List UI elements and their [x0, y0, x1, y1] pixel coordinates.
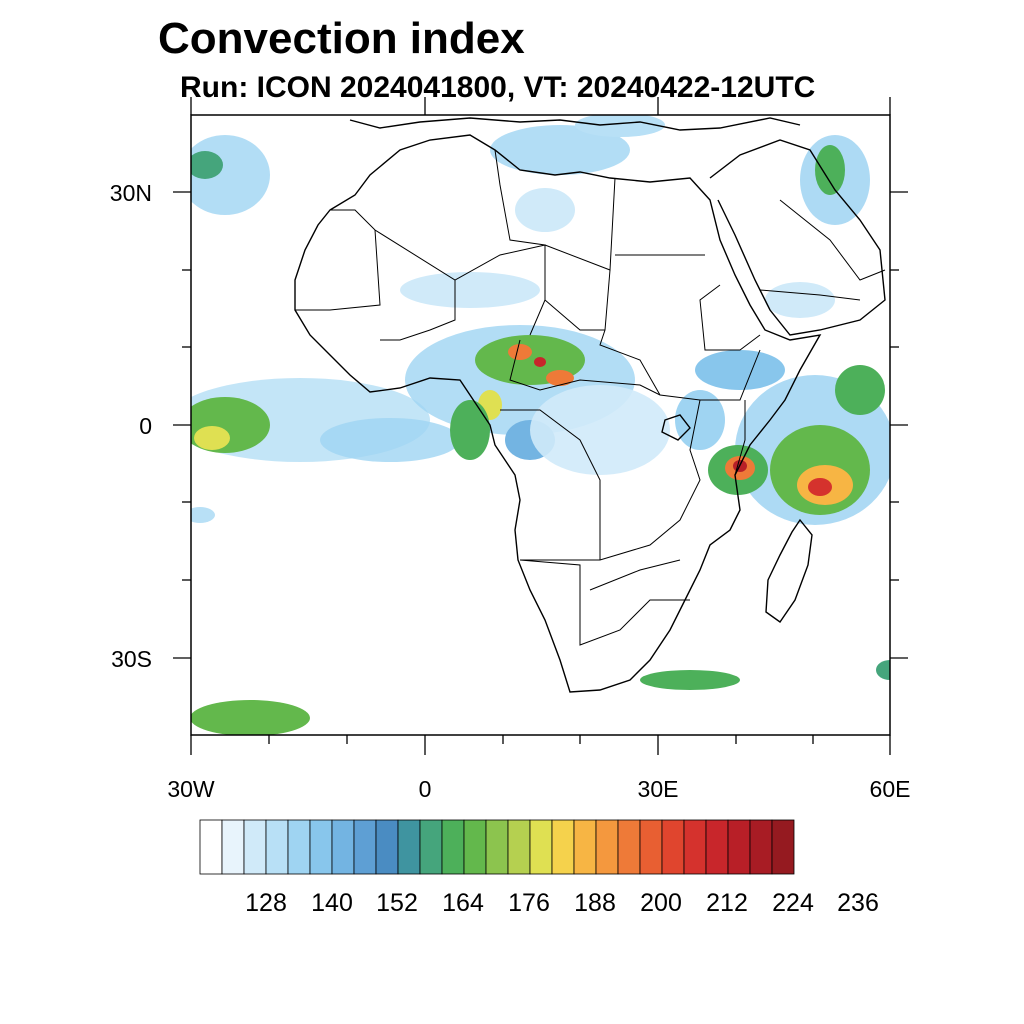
colorbar-swatch	[573, 819, 597, 875]
colorbar-label: 188	[574, 889, 616, 917]
colorbar-swatch	[199, 819, 223, 875]
lon-label-30w: 30W	[167, 776, 215, 802]
lat-label-30n: 30N	[109, 180, 152, 206]
lat-label-30s: 30S	[111, 646, 152, 672]
map-subtitle: Run: ICON 2024041800, VT: 20240422-12UTC	[180, 71, 816, 104]
colorbar-label: 212	[706, 889, 748, 917]
colorbar-swatch	[485, 819, 509, 875]
colorbar-swatch	[287, 819, 311, 875]
colorbar-label: 128	[245, 889, 287, 917]
lat-label-0: 0	[139, 413, 152, 439]
colorbar-swatch	[419, 819, 443, 875]
africa-coastline	[294, 134, 822, 693]
colorbar-swatch	[331, 819, 355, 875]
lon-label-0: 0	[418, 776, 432, 802]
colorbar-swatch	[639, 819, 663, 875]
lake-victoria	[661, 414, 691, 441]
colorbar-label: 236	[837, 889, 879, 917]
madagascar-coastline	[765, 518, 813, 623]
colorbar-label: 140	[311, 889, 353, 917]
colorbar-swatch	[309, 819, 333, 875]
colorbar-swatch	[749, 819, 773, 875]
colorbar-label: 200	[640, 889, 682, 917]
colorbar-swatch	[551, 819, 575, 875]
colorbar-swatch	[771, 819, 795, 875]
colorbar-swatch	[507, 819, 531, 875]
colorbar-label: 164	[442, 889, 484, 917]
colorbar-swatch	[683, 819, 707, 875]
colorbar-swatch	[221, 819, 245, 875]
colorbar-swatch	[243, 819, 267, 875]
lon-label-60e: 60E	[869, 776, 911, 802]
colorbar-swatch	[463, 819, 487, 875]
map-title: Convection index	[158, 14, 525, 63]
colorbar-swatch	[441, 819, 465, 875]
colorbar	[199, 819, 795, 875]
lon-label-30e: 30E	[637, 776, 679, 802]
colorbar-label: 152	[376, 889, 418, 917]
colorbar-swatch	[265, 819, 289, 875]
colorbar-swatch	[529, 819, 553, 875]
country-borders	[295, 149, 886, 646]
colorbar-label: 224	[772, 889, 814, 917]
colorbar-swatch	[705, 819, 729, 875]
axis-ticks	[173, 97, 908, 755]
colorbar-swatch	[595, 819, 619, 875]
colorbar-swatch	[617, 819, 641, 875]
field-mediterranean	[490, 125, 630, 175]
colorbar-swatch	[397, 819, 421, 875]
field-south	[640, 670, 740, 690]
coastlines	[294, 117, 886, 693]
convection-field	[191, 115, 890, 735]
colorbar-swatch	[353, 819, 377, 875]
colorbar-label: 176	[508, 889, 550, 917]
colorbar-swatch	[727, 819, 751, 875]
colorbar-swatch	[661, 819, 685, 875]
colorbar-swatch	[375, 819, 399, 875]
europe-coastline	[349, 117, 801, 131]
